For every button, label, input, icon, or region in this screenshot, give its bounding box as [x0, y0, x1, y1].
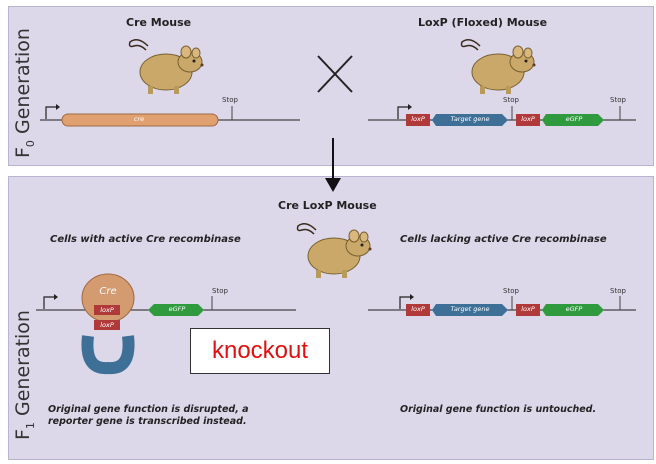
- f0-target-gene-label: Target gene: [450, 115, 490, 123]
- f1-right-target-gene: [432, 304, 508, 316]
- f1-left-loxp-label-1: loxP: [100, 306, 114, 314]
- f0-left-stop-label: Stop: [222, 96, 238, 104]
- generation-arrow-head: [325, 178, 341, 192]
- f1-right-loxp-label-2: loxP: [521, 305, 535, 313]
- f1-right-egfp-label: eGFP: [565, 305, 583, 313]
- cre-gene-label: cre: [133, 115, 145, 123]
- f0-loxp-label-2: loxP: [521, 115, 535, 123]
- loxp-mouse-icon: [460, 39, 537, 95]
- cre-mouse-title: Cre Mouse: [126, 16, 192, 29]
- excised-target-loop: [81, 335, 135, 375]
- cre-gene-bar: [61, 113, 219, 127]
- f0-loxp-label-1: loxP: [411, 115, 425, 123]
- f1-left-stop-label: Stop: [212, 287, 228, 295]
- f1-right-stop-label-2: Stop: [610, 287, 626, 295]
- f0-egfp-label: eGFP: [565, 115, 583, 123]
- f1-right-loxp-label-1: loxP: [411, 305, 425, 313]
- knockout-annotation: knockout: [211, 337, 309, 364]
- f1-left-loxp-1: [94, 305, 120, 315]
- f1-left-egfp-label: eGFP: [168, 305, 186, 313]
- f1-right-loxp-1: [406, 304, 430, 316]
- f0-left-promoter-icon: [45, 103, 61, 120]
- knockout-annotation-box: knockout: [190, 328, 330, 374]
- loxp-mouse-title: LoxP (Floxed) Mouse: [418, 16, 548, 29]
- f0-target-gene: [432, 114, 508, 126]
- right-heading: Cells lacking active Cre recombinase: [400, 234, 607, 245]
- f0-loxp-1: [406, 114, 430, 126]
- cre-loxp-mouse-title: Cre LoxP Mouse: [278, 199, 377, 212]
- f0-egfp: [542, 114, 604, 126]
- cre-mouse-icon: [128, 39, 205, 95]
- f1-right-loxp-2: [516, 304, 540, 316]
- f1-left-promoter-icon: [43, 293, 59, 310]
- f0-right-stop-label-1: Stop: [503, 96, 519, 104]
- cross-icon: [317, 55, 353, 93]
- f1-right-target-gene-label: Target gene: [450, 305, 490, 313]
- f1-left-loxp-2: [94, 320, 120, 330]
- left-note: Original gene function is disrupted, a r…: [48, 404, 249, 427]
- cre-protein-label: Cre: [99, 286, 117, 297]
- f0-loxp-2: [516, 114, 540, 126]
- f0-right-stop-label-2: Stop: [610, 96, 626, 104]
- f1-right-egfp: [542, 304, 604, 316]
- f0-panel: [8, 6, 654, 166]
- cre-loxp-mouse-icon: [296, 223, 373, 279]
- f1-left-loxp-label-2: loxP: [100, 321, 114, 329]
- right-note: Original gene function is untouched.: [400, 404, 597, 415]
- left-heading: Cells with active Cre recombinase: [50, 234, 241, 245]
- f1-right-stop-label-1: Stop: [503, 287, 519, 295]
- f1-left-egfp: [148, 304, 204, 316]
- f1-panel: [8, 176, 654, 460]
